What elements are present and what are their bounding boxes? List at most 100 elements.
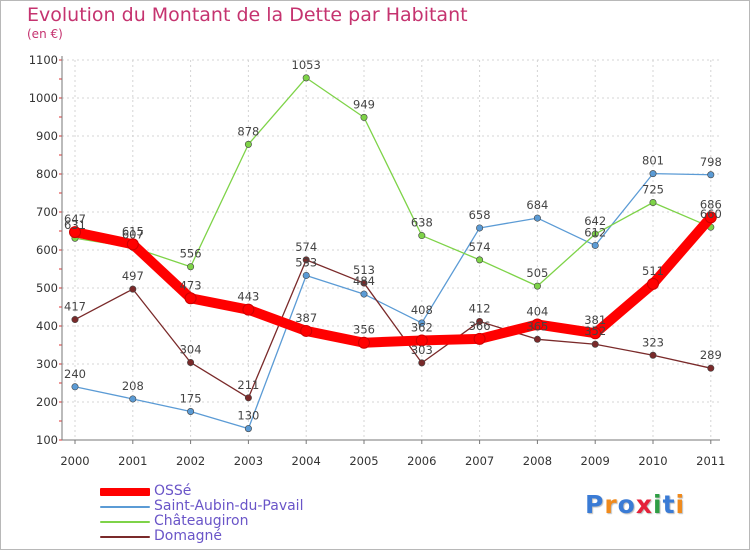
data-label-3: 365 xyxy=(526,319,548,333)
legend-label: OSSé xyxy=(154,483,192,499)
data-label-3: 289 xyxy=(700,348,722,362)
data-label-2: 638 xyxy=(411,216,433,230)
series-point-3 xyxy=(360,279,368,287)
legend-swatch xyxy=(100,505,150,508)
axes: 100 200 300 400 500 600 700 800 900 1000 1100 2000 2… xyxy=(29,53,726,468)
series-point-3 xyxy=(707,364,715,372)
series-point-0 xyxy=(704,211,717,224)
series-point-1 xyxy=(533,214,541,222)
series-point-2 xyxy=(418,232,426,240)
series-point-0 xyxy=(126,238,139,251)
data-label-1: 240 xyxy=(64,367,86,381)
series-point-0 xyxy=(473,332,486,345)
series-point-2 xyxy=(302,74,310,82)
data-label-3: 303 xyxy=(411,343,433,357)
series-point-2 xyxy=(187,263,195,271)
series-point-3 xyxy=(533,335,541,343)
series-line-0 xyxy=(70,212,716,348)
data-label-3: 323 xyxy=(642,335,664,349)
data-label-0: 686 xyxy=(700,197,722,211)
data-label-3: 513 xyxy=(353,263,375,277)
data-label-3: 211 xyxy=(237,378,259,392)
series-point-0 xyxy=(415,334,428,347)
series-point-0 xyxy=(589,327,602,340)
data-label-1: 175 xyxy=(180,392,202,406)
y-tick-label: 1100 xyxy=(29,53,58,67)
x-tick-label: 2000 xyxy=(60,454,89,468)
data-label-0: 615 xyxy=(122,224,144,238)
legend-item: Saint-Aubin-du-Pavail xyxy=(100,499,303,514)
data-labels: 647 615 473 443 387 356 362 366 404 381 511 686 240 2… xyxy=(64,58,722,423)
data-label-1: 484 xyxy=(353,274,375,288)
plot-area xyxy=(62,60,720,440)
data-label-0: 356 xyxy=(353,323,375,337)
series-line-3 xyxy=(74,259,712,399)
data-label-1: 612 xyxy=(584,225,606,239)
series-point-1 xyxy=(71,383,79,391)
series-point-0 xyxy=(184,292,197,305)
series-point-2 xyxy=(476,256,484,264)
data-label-1: 533 xyxy=(295,255,317,269)
data-label-3: 497 xyxy=(122,269,144,283)
series-point-1 xyxy=(187,407,195,415)
x-tick-label: 2007 xyxy=(465,454,494,468)
legend-label: Domagné xyxy=(154,528,222,544)
data-label-2: 1053 xyxy=(292,58,321,72)
data-label-1: 801 xyxy=(642,154,664,168)
data-label-0: 511 xyxy=(642,264,664,278)
series-point-1 xyxy=(418,319,426,327)
y-tick-label: 400 xyxy=(36,319,58,333)
data-label-2: 878 xyxy=(237,124,259,138)
series-point-2 xyxy=(591,230,599,238)
data-label-1: 798 xyxy=(700,155,722,169)
series-point-1 xyxy=(707,171,715,179)
data-label-3: 417 xyxy=(64,300,86,314)
series-point-3 xyxy=(129,285,137,293)
data-label-1: 408 xyxy=(411,303,433,317)
series-point-0 xyxy=(358,336,370,349)
x-tick-label: 2004 xyxy=(292,454,321,468)
data-label-1: 130 xyxy=(237,409,259,423)
series-line-2 xyxy=(74,77,712,287)
legend-item: OSSé xyxy=(100,484,303,499)
y-tick-label: 800 xyxy=(36,167,58,181)
legend-swatch xyxy=(100,487,150,496)
series-point-0 xyxy=(531,318,544,331)
data-label-3: 352 xyxy=(584,324,606,338)
series-point-1 xyxy=(360,290,368,298)
data-label-2: 574 xyxy=(469,240,491,254)
series-point-2 xyxy=(244,140,252,148)
chart-subtitle: (en €) xyxy=(27,27,63,41)
series-point-2 xyxy=(360,113,368,121)
proxiti-logo: Proxiti xyxy=(585,490,686,519)
legend-swatch xyxy=(100,535,150,538)
chart-title: Evolution du Montant de la Dette par Hab… xyxy=(27,4,468,26)
legend-item: Domagné xyxy=(100,529,303,544)
series-line-1 xyxy=(74,172,712,430)
data-label-2: 660 xyxy=(700,207,722,221)
legend-label: Saint-Aubin-du-Pavail xyxy=(154,498,304,514)
series-point-1 xyxy=(129,395,137,403)
data-label-2: 505 xyxy=(526,266,548,280)
legend-item: Châteaugiron xyxy=(100,514,303,529)
data-label-1: 684 xyxy=(526,198,548,212)
data-label-2: 607 xyxy=(122,227,144,241)
data-label-2: 949 xyxy=(353,97,375,111)
series-point-2 xyxy=(649,199,657,207)
x-tick-label: 2002 xyxy=(176,454,205,468)
data-label-3: 412 xyxy=(469,301,491,315)
legend: OSSé Saint-Aubin-du-Pavail Châteaugiron Dom… xyxy=(100,484,303,544)
x-tick-label: 2011 xyxy=(696,454,725,468)
y-tick-label: 600 xyxy=(36,243,58,257)
series-point-3 xyxy=(418,359,426,367)
data-label-3: 574 xyxy=(295,240,317,254)
series-point-3 xyxy=(476,317,484,325)
y-tick-label: 200 xyxy=(36,395,58,409)
data-label-0: 387 xyxy=(295,311,317,325)
x-tick-label: 2008 xyxy=(523,454,552,468)
series-point-3 xyxy=(591,340,599,348)
data-label-0: 366 xyxy=(469,319,491,333)
series-point-0 xyxy=(69,226,81,239)
data-label-0: 647 xyxy=(64,212,86,226)
data-label-0: 404 xyxy=(526,304,548,318)
